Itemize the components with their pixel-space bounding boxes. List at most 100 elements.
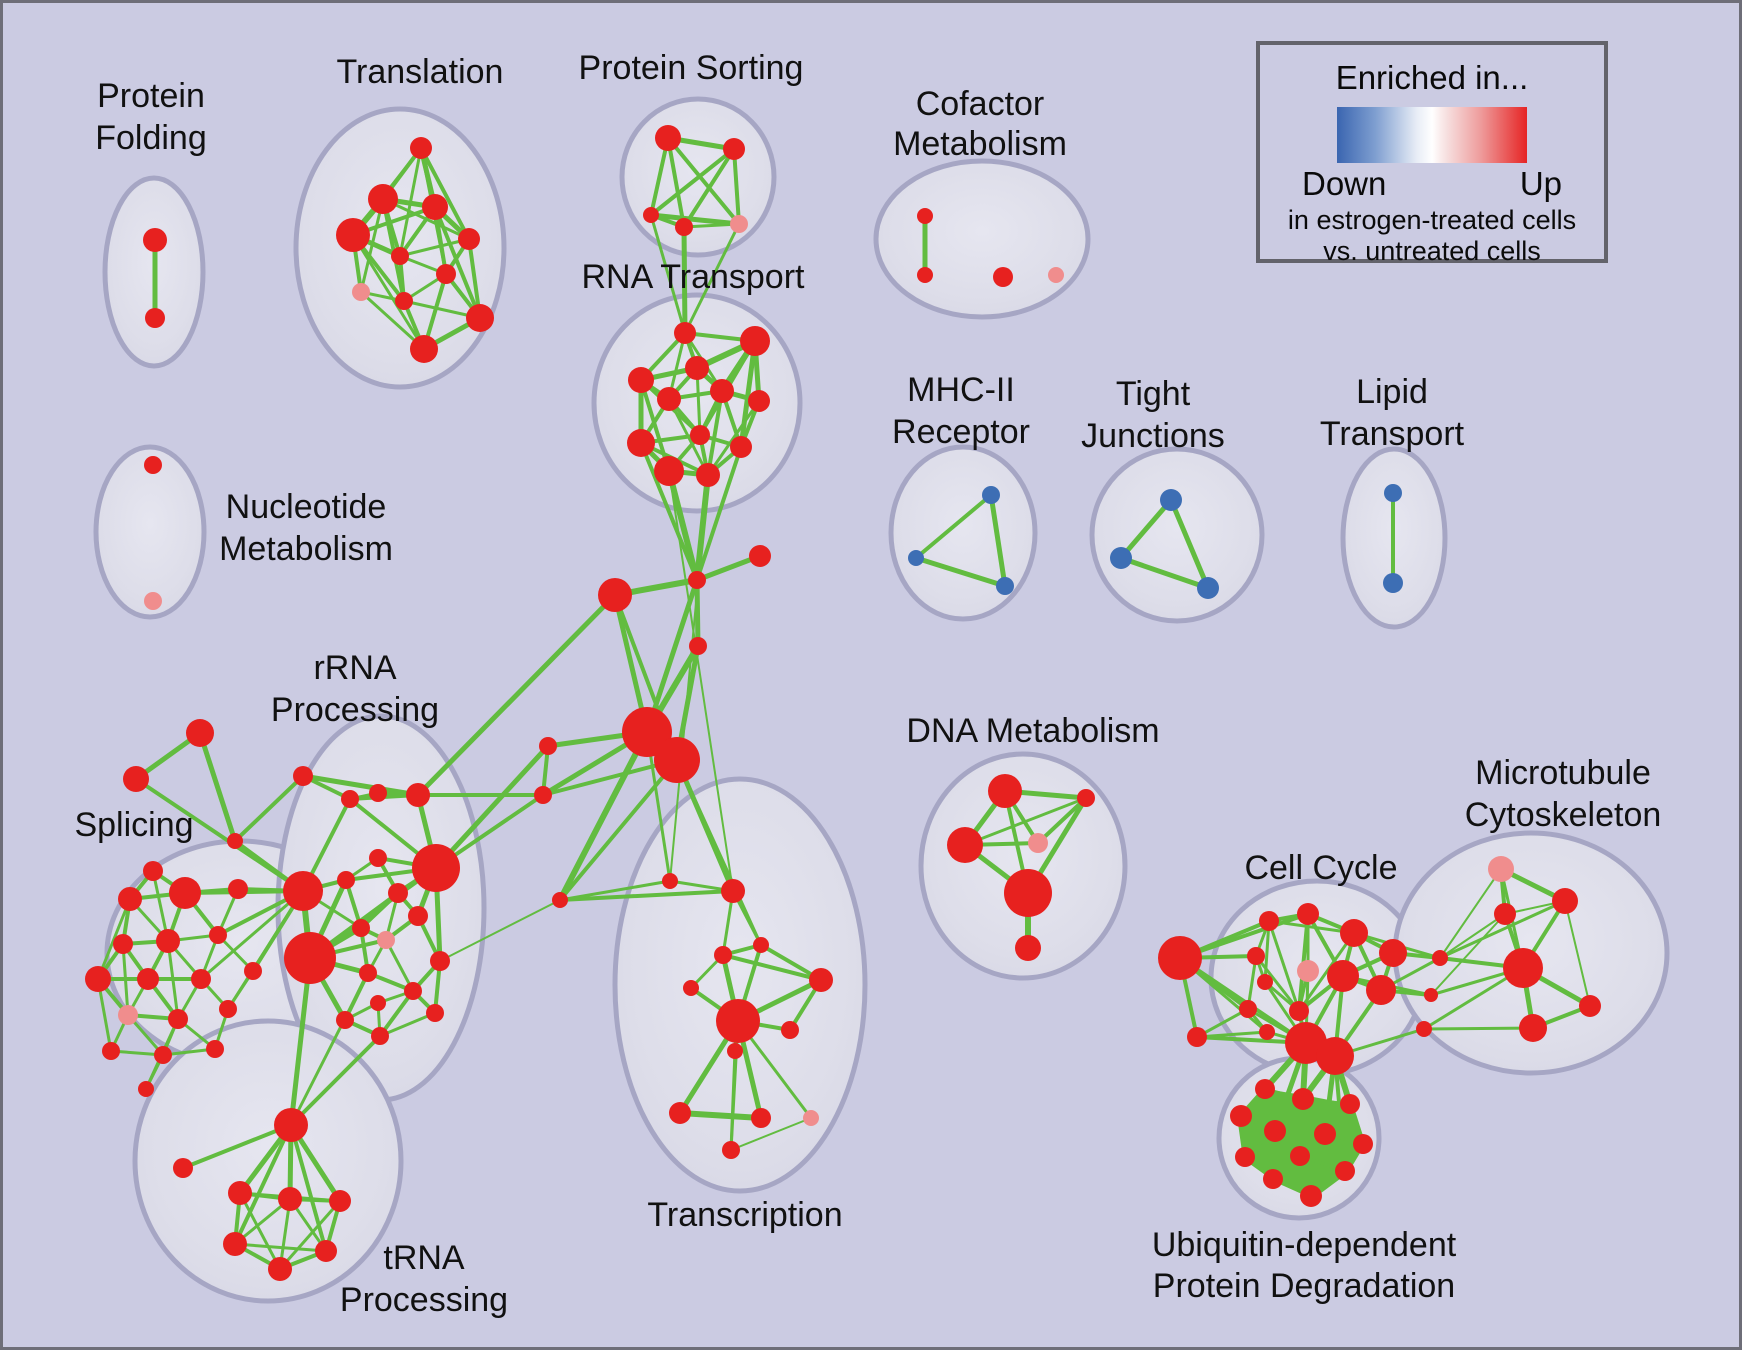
network-node-mt1[interactable] bbox=[1488, 856, 1514, 882]
network-node-tx10[interactable] bbox=[669, 1102, 691, 1124]
network-node-dm6[interactable] bbox=[1015, 935, 1041, 961]
network-node-sp13[interactable] bbox=[168, 1009, 188, 1029]
network-node-rr3[interactable] bbox=[369, 784, 387, 802]
network-node-rr1[interactable] bbox=[293, 766, 313, 786]
network-node-ub4[interactable] bbox=[1230, 1105, 1252, 1127]
network-node-sp4[interactable] bbox=[228, 879, 248, 899]
network-node-cc3[interactable] bbox=[1340, 919, 1368, 947]
network-node-ub6[interactable] bbox=[1314, 1123, 1336, 1145]
network-node-cb3[interactable] bbox=[1416, 1021, 1432, 1037]
network-node-sp19[interactable] bbox=[283, 871, 323, 911]
network-node-tl5[interactable] bbox=[458, 228, 480, 250]
network-node-mt6[interactable] bbox=[1519, 1014, 1547, 1042]
network-node-sp12[interactable] bbox=[118, 1005, 138, 1025]
network-node-cb1[interactable] bbox=[1432, 950, 1448, 966]
network-node-sp8[interactable] bbox=[85, 966, 111, 992]
network-node-ps4[interactable] bbox=[675, 218, 693, 236]
network-node-sp10[interactable] bbox=[191, 969, 211, 989]
network-node-rr17[interactable] bbox=[370, 995, 386, 1011]
network-node-tn7[interactable] bbox=[315, 1240, 337, 1262]
network-node-tx5[interactable] bbox=[809, 968, 833, 992]
network-node-sp11[interactable] bbox=[244, 962, 262, 980]
network-node-rt1[interactable] bbox=[674, 322, 696, 344]
network-node-rt5[interactable] bbox=[657, 387, 681, 411]
network-node-cc4[interactable] bbox=[1379, 939, 1407, 967]
network-node-tj2[interactable] bbox=[1110, 547, 1132, 569]
network-node-ub8[interactable] bbox=[1235, 1147, 1255, 1167]
network-node-cc13[interactable] bbox=[1316, 1037, 1354, 1075]
network-node-tl3[interactable] bbox=[422, 194, 448, 220]
network-node-tx6[interactable] bbox=[683, 980, 699, 996]
network-node-rr15[interactable] bbox=[426, 1004, 444, 1022]
network-node-cc1[interactable] bbox=[1259, 911, 1279, 931]
network-node-tn3[interactable] bbox=[228, 1181, 252, 1205]
network-node-rr7[interactable] bbox=[369, 849, 387, 867]
network-node-cc5[interactable] bbox=[1247, 947, 1265, 965]
network-node-rr2[interactable] bbox=[341, 790, 359, 808]
network-node-ub7[interactable] bbox=[1353, 1134, 1373, 1154]
network-node-sp6[interactable] bbox=[156, 929, 180, 953]
network-node-dm4[interactable] bbox=[1028, 833, 1048, 853]
network-node-ub1[interactable] bbox=[1255, 1079, 1275, 1099]
network-node-cc11[interactable] bbox=[1259, 1024, 1275, 1040]
network-node-mx9[interactable] bbox=[552, 892, 568, 908]
network-node-cm1[interactable] bbox=[917, 208, 933, 224]
network-node-rt6[interactable] bbox=[710, 379, 734, 403]
network-node-mt5[interactable] bbox=[1579, 995, 1601, 1017]
network-node-sp2[interactable] bbox=[118, 887, 142, 911]
network-node-dm2[interactable] bbox=[1077, 789, 1095, 807]
network-node-sp3[interactable] bbox=[169, 877, 201, 909]
network-node-cm2[interactable] bbox=[917, 267, 933, 283]
network-node-st2[interactable] bbox=[123, 766, 149, 792]
network-node-st1[interactable] bbox=[186, 719, 214, 747]
network-node-sp5[interactable] bbox=[113, 934, 133, 954]
network-node-tx11[interactable] bbox=[751, 1108, 771, 1128]
network-node-mx7[interactable] bbox=[539, 737, 557, 755]
network-node-sp16[interactable] bbox=[154, 1046, 172, 1064]
network-node-lt1[interactable] bbox=[1384, 484, 1402, 502]
network-node-tj1[interactable] bbox=[1160, 489, 1182, 511]
network-node-tn5[interactable] bbox=[329, 1190, 351, 1212]
network-node-ub11[interactable] bbox=[1263, 1169, 1283, 1189]
network-node-dm3[interactable] bbox=[947, 827, 983, 863]
network-node-mt3[interactable] bbox=[1494, 903, 1516, 925]
network-node-tx9[interactable] bbox=[727, 1043, 743, 1059]
network-node-tx1[interactable] bbox=[662, 873, 678, 889]
network-node-mh1[interactable] bbox=[982, 486, 1000, 504]
network-node-tx8[interactable] bbox=[781, 1021, 799, 1039]
network-node-tn2[interactable] bbox=[173, 1158, 193, 1178]
network-node-rt12[interactable] bbox=[696, 463, 720, 487]
network-node-tl10[interactable] bbox=[466, 304, 494, 332]
network-node-cc9[interactable] bbox=[1239, 1000, 1257, 1018]
network-node-mh2[interactable] bbox=[908, 550, 924, 566]
network-node-nm1[interactable] bbox=[144, 456, 162, 474]
network-node-tn8[interactable] bbox=[268, 1257, 292, 1281]
network-node-mx4[interactable] bbox=[689, 637, 707, 655]
network-node-sp18[interactable] bbox=[138, 1081, 154, 1097]
network-node-pf2[interactable] bbox=[145, 308, 165, 328]
network-node-tl1[interactable] bbox=[410, 137, 432, 159]
network-node-ub3[interactable] bbox=[1340, 1094, 1360, 1114]
network-node-rr12[interactable] bbox=[430, 951, 450, 971]
network-node-rt9[interactable] bbox=[690, 425, 710, 445]
network-node-mx8[interactable] bbox=[534, 786, 552, 804]
network-node-cc2[interactable] bbox=[1297, 903, 1319, 925]
network-node-rr4[interactable] bbox=[406, 783, 430, 807]
network-node-rt8[interactable] bbox=[627, 429, 655, 457]
network-node-tn1[interactable] bbox=[274, 1108, 308, 1142]
network-node-tx13[interactable] bbox=[722, 1141, 740, 1159]
network-node-ps2[interactable] bbox=[723, 138, 745, 160]
network-node-tl11[interactable] bbox=[410, 335, 438, 363]
network-node-cc8[interactable] bbox=[1366, 975, 1396, 1005]
network-node-ub5[interactable] bbox=[1264, 1120, 1286, 1142]
network-node-dm1[interactable] bbox=[988, 774, 1022, 808]
network-node-tn6[interactable] bbox=[223, 1232, 247, 1256]
network-node-rt11[interactable] bbox=[654, 456, 684, 486]
network-node-rr8[interactable] bbox=[388, 883, 408, 903]
network-node-cco1[interactable] bbox=[1158, 936, 1202, 980]
network-node-dm5[interactable] bbox=[1004, 869, 1052, 917]
network-node-rt2[interactable] bbox=[740, 326, 770, 356]
network-node-tl6[interactable] bbox=[391, 247, 409, 265]
network-node-tl7[interactable] bbox=[436, 264, 456, 284]
network-node-tl4[interactable] bbox=[336, 218, 370, 252]
